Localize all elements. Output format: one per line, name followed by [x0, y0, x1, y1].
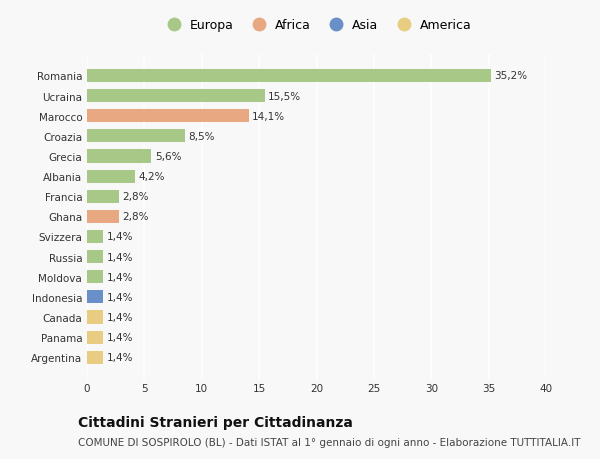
- Text: 1,4%: 1,4%: [107, 272, 133, 282]
- Bar: [87, 70, 491, 83]
- Text: 4,2%: 4,2%: [139, 172, 165, 182]
- Text: 1,4%: 1,4%: [107, 332, 133, 342]
- Text: 35,2%: 35,2%: [494, 71, 527, 81]
- Bar: [87, 311, 103, 324]
- Text: 1,4%: 1,4%: [107, 312, 133, 322]
- Bar: [87, 110, 249, 123]
- Text: 15,5%: 15,5%: [268, 91, 301, 101]
- Bar: [87, 291, 103, 304]
- Bar: [87, 230, 103, 243]
- Bar: [87, 210, 119, 224]
- Bar: [87, 150, 151, 163]
- Text: 2,8%: 2,8%: [122, 212, 149, 222]
- Text: 2,8%: 2,8%: [122, 192, 149, 202]
- Text: COMUNE DI SOSPIROLO (BL) - Dati ISTAT al 1° gennaio di ogni anno - Elaborazione : COMUNE DI SOSPIROLO (BL) - Dati ISTAT al…: [78, 437, 581, 447]
- Bar: [87, 331, 103, 344]
- Text: 1,4%: 1,4%: [107, 353, 133, 363]
- Legend: Europa, Africa, Asia, America: Europa, Africa, Asia, America: [161, 19, 472, 32]
- Bar: [87, 271, 103, 284]
- Bar: [87, 251, 103, 263]
- Bar: [87, 130, 185, 143]
- Bar: [87, 170, 135, 183]
- Text: 1,4%: 1,4%: [107, 292, 133, 302]
- Text: 1,4%: 1,4%: [107, 252, 133, 262]
- Text: 1,4%: 1,4%: [107, 232, 133, 242]
- Text: 14,1%: 14,1%: [252, 112, 286, 122]
- Bar: [87, 90, 265, 103]
- Text: 8,5%: 8,5%: [188, 132, 214, 141]
- Bar: [87, 351, 103, 364]
- Text: Cittadini Stranieri per Cittadinanza: Cittadini Stranieri per Cittadinanza: [78, 415, 353, 429]
- Text: 5,6%: 5,6%: [155, 151, 181, 162]
- Bar: [87, 190, 119, 203]
